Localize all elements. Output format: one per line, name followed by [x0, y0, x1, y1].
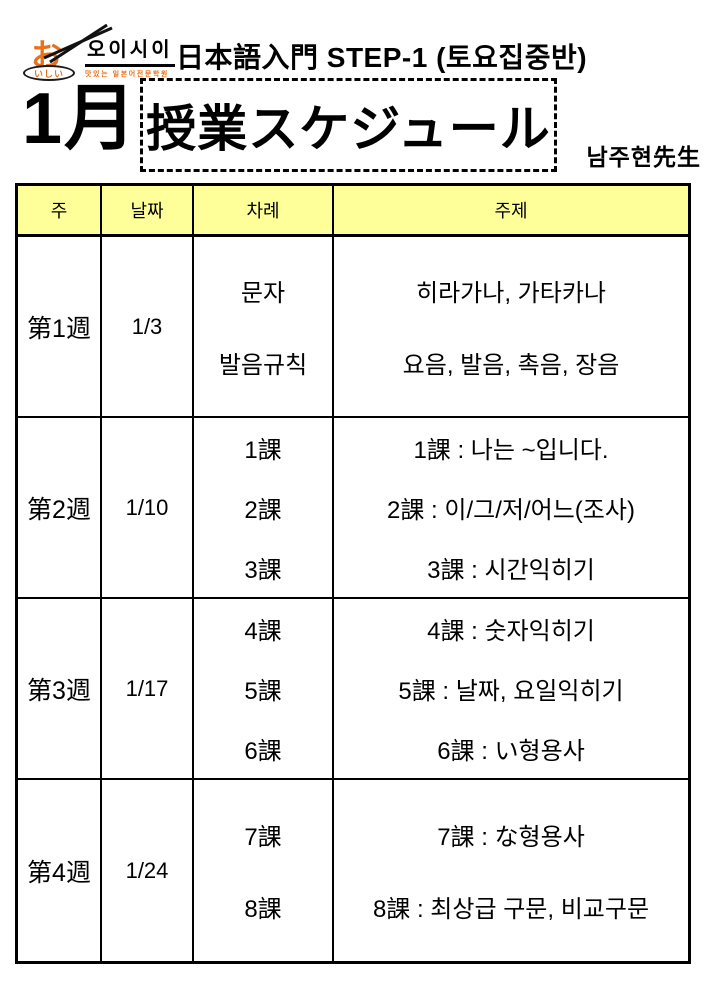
schedule-title: 授業スケジュール — [146, 101, 551, 157]
order-item: 4課 — [244, 618, 282, 646]
date-cell: 1/17 — [102, 599, 194, 778]
week-cell: 第4週 — [18, 780, 102, 961]
week-cell: 第2週 — [18, 418, 102, 597]
topic-item: 1課 : 나는 ~입니다. — [413, 437, 609, 465]
logo-tagline: 맛있는 일본어전문학원 — [85, 71, 169, 78]
course-title: 日本語入門 STEP-1 (토요집중반) — [176, 42, 588, 73]
topic-item: 요음, 발음, 촉음, 장음 — [402, 351, 620, 379]
order-item: 5課 — [244, 677, 282, 705]
order-cell: 문자 발음규칙 — [194, 237, 334, 416]
topic-item: 3課 : 시간익히기 — [427, 556, 595, 584]
date-cell: 1/24 — [102, 780, 194, 961]
order-item: 2課 — [244, 496, 282, 524]
month-label: 1月 — [22, 79, 139, 159]
order-item: 발음규칙 — [218, 351, 308, 379]
order-cell: 4課 5課 6課 — [194, 599, 334, 778]
order-cell: 1課 2課 3課 — [194, 418, 334, 597]
col-header-date: 날짜 — [102, 186, 194, 234]
logo-name: 오이시이 — [85, 33, 175, 67]
schedule-table: 주 날짜 차례 주제 第1週 1/3 문자 발음규칙 히라가나, 가타카나 요음… — [15, 183, 691, 964]
topic-item: 2課 : 이/그/저/어느(조사) — [387, 496, 635, 524]
table-row-week4: 第4週 1/24 7課 8課 7課 : な형용사 8課 : 최상급 구문, 비교… — [18, 780, 688, 961]
table-row-week3: 第3週 1/17 4課 5課 6課 4課 : 숫자익히기 5課 : 날짜, 요일… — [18, 599, 688, 780]
topic-item: 5課 : 날짜, 요일익히기 — [398, 677, 624, 705]
date-cell: 1/3 — [102, 237, 194, 416]
topic-cell: 히라가나, 가타카나 요음, 발음, 촉음, 장음 — [334, 237, 688, 416]
order-item: 8課 — [244, 896, 282, 923]
teacher-name: 남주현先生 — [586, 144, 701, 170]
logo-wordmark: 오이시이 맛있는 일본어전문학원 — [85, 33, 175, 82]
table-row-week1: 第1週 1/3 문자 발음규칙 히라가나, 가타카나 요음, 발음, 촉음, 장… — [18, 237, 688, 418]
topic-item: 6課 : い형용사 — [437, 737, 585, 765]
schedule-title-box: 授業スケジュール — [140, 78, 557, 172]
col-header-topic: 주제 — [494, 201, 528, 221]
topic-cell: 1課 : 나는 ~입니다. 2課 : 이/그/저/어느(조사) 3課 : 시간익… — [334, 418, 688, 597]
order-item: 6課 — [244, 737, 282, 765]
order-item: 문자 — [240, 280, 286, 308]
topic-item: 8課 : 최상급 구문, 비교구문 — [372, 896, 650, 923]
topic-item: 7課 : な형용사 — [437, 824, 585, 851]
order-item: 1課 — [244, 437, 282, 465]
date-cell: 1/10 — [102, 418, 194, 597]
topic-cell: 4課 : 숫자익히기 5課 : 날짜, 요일익히기 6課 : い형용사 — [334, 599, 688, 778]
topic-item: 히라가나, 가타카나 — [416, 280, 606, 308]
col-header-order: 차례 — [194, 186, 334, 234]
logo-oval-text: いしい — [23, 65, 75, 81]
col-header-week: 주 — [18, 186, 102, 234]
logo-mark: お いしい — [18, 24, 113, 82]
table-row-week2: 第2週 1/10 1課 2課 3課 1課 : 나는 ~입니다. 2課 : 이/그… — [18, 418, 688, 599]
week-cell: 第3週 — [18, 599, 102, 778]
order-item: 3課 — [244, 556, 282, 584]
chopsticks-icon — [43, 24, 113, 64]
topic-cell: 7課 : な형용사 8課 : 최상급 구문, 비교구문 — [334, 780, 688, 961]
topic-item: 4課 : 숫자익히기 — [427, 618, 595, 646]
week-cell: 第1週 — [18, 237, 102, 416]
order-item: 7課 — [244, 824, 282, 851]
order-cell: 7課 8課 — [194, 780, 334, 961]
table-header-row: 주 날짜 차례 주제 — [18, 186, 688, 237]
academy-logo: お いしい 오이시이 맛있는 일본어전문학원 — [18, 24, 175, 82]
